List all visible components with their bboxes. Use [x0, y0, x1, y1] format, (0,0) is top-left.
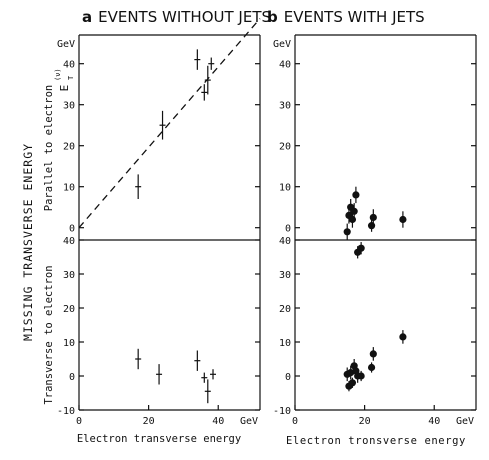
a-bottom-point [210, 369, 217, 380]
a-top-ytick-label: 0 [69, 224, 75, 235]
a-top-point [135, 174, 142, 199]
b-top-dot-marker [350, 207, 358, 215]
b-bottom-ytick-label: 30 [279, 270, 291, 281]
b-bottom-ytick-label: 40 [279, 236, 291, 247]
a-top-reference-line [78, 18, 261, 229]
b-bottom-x-unit: GeV [456, 416, 474, 427]
b-top-y-unit: GeV [273, 39, 291, 50]
a-bottom-point [135, 348, 142, 370]
b-bottom-xtick-label: 0 [292, 416, 298, 427]
a-top-ytick-label: 40 [63, 60, 75, 71]
b-top-ytick-label: 10 [279, 183, 291, 194]
a-top-point [208, 57, 215, 70]
b-bottom-ytick-label: -10 [273, 406, 291, 417]
b-top-ytick-label: 30 [279, 101, 291, 112]
a-bottom-ytick-label: 40 [63, 236, 75, 247]
b-top-point [352, 186, 360, 204]
b-top-ytick-label: 0 [285, 224, 291, 235]
a-top-ytick-label: 20 [63, 142, 75, 153]
a-bottom-point [201, 372, 208, 383]
b-bottom-ytick-label: 10 [279, 338, 291, 349]
b-bottom-dot-marker [348, 379, 357, 387]
et-letter: E [58, 85, 71, 92]
b-top-point [350, 203, 358, 220]
a-top-ytick-label: 30 [63, 101, 75, 112]
y-label-bottom-panel: Transverse to electron [43, 265, 55, 404]
title-b-letter: b [267, 8, 278, 26]
b-top-dot-marker [348, 215, 357, 224]
b-bottom-point [348, 377, 357, 388]
b-top-point [399, 211, 407, 228]
b-bottom-xtick-label: 40 [428, 416, 440, 427]
a-top-point [194, 49, 201, 70]
a-top-point [204, 65, 211, 95]
a-top-y-unit: GeV [57, 39, 75, 50]
a-bottom-ytick-label: -10 [57, 406, 75, 417]
a-top-point [159, 110, 166, 140]
y-label-top-panel: Parallel to electron [43, 85, 55, 211]
title-a-text: EVENTS WITHOUT JETS [98, 8, 271, 26]
title-a-letter: a [82, 8, 92, 26]
b-bottom-point [367, 362, 376, 373]
b-bottom-point [399, 330, 407, 344]
b-top-point [367, 219, 376, 232]
b-top-dot-marker [352, 191, 360, 199]
b-bottom-point [369, 347, 377, 361]
a-bottom-xtick-label: 0 [76, 416, 82, 427]
b-top-dot-marker [399, 215, 407, 224]
b-bottom-point [357, 370, 365, 382]
title-b-text: EVENTS WITH JETS [284, 8, 425, 26]
et-superscript: (ν) [54, 68, 62, 81]
a-bottom-ytick-label: 10 [63, 338, 75, 349]
b-top-ytick-label: 40 [279, 60, 291, 71]
a-top-point [201, 84, 208, 101]
b-bottom-dot-marker [357, 372, 365, 380]
x-label-a: Electron transverse energy [77, 433, 241, 445]
x-label-b: Electron tronsverse energy [286, 435, 466, 447]
title-b: b EVENTS WITH JETS [267, 8, 425, 26]
a-bottom-x-unit: GeV [240, 416, 258, 427]
b-top-dot-marker [367, 222, 376, 230]
a-bottom-xtick-label: 20 [143, 416, 155, 427]
b-bottom-ytick-label: 0 [285, 372, 291, 383]
b-bottom-xtick-label: 20 [359, 416, 371, 427]
b-bottom-dot-marker [369, 350, 377, 358]
b-top-dot-marker [343, 228, 351, 236]
a-bottom-point [156, 364, 163, 385]
b-top-dot-marker [369, 213, 377, 222]
b-bottom-dot-marker [367, 363, 376, 372]
plots [78, 18, 407, 404]
y-label-outer: MISSING TRANSVERSE ENERGY [21, 143, 35, 341]
b-top-point [369, 209, 377, 226]
b-bottom-ytick-label: 20 [279, 304, 291, 315]
title-a: a EVENTS WITHOUT JETS [82, 8, 271, 26]
a-bottom-point [194, 350, 201, 371]
et-subscript: T [67, 75, 75, 80]
a-bottom-ytick-label: 0 [69, 372, 75, 383]
b-top-point [357, 242, 365, 255]
a-bottom-ytick-label: 20 [63, 304, 75, 315]
b-top-ytick-label: 20 [279, 142, 291, 153]
a-top-ytick-label: 10 [63, 183, 75, 194]
b-top-dot-marker [357, 244, 365, 252]
a-bottom-ytick-label: 30 [63, 270, 75, 281]
b-bottom-dot-marker [399, 333, 407, 341]
et-symbol: E T (ν) [54, 68, 75, 91]
b-top-point [343, 223, 351, 240]
a-bottom-point [204, 379, 211, 404]
a-bottom-xtick-label: 40 [212, 416, 224, 427]
